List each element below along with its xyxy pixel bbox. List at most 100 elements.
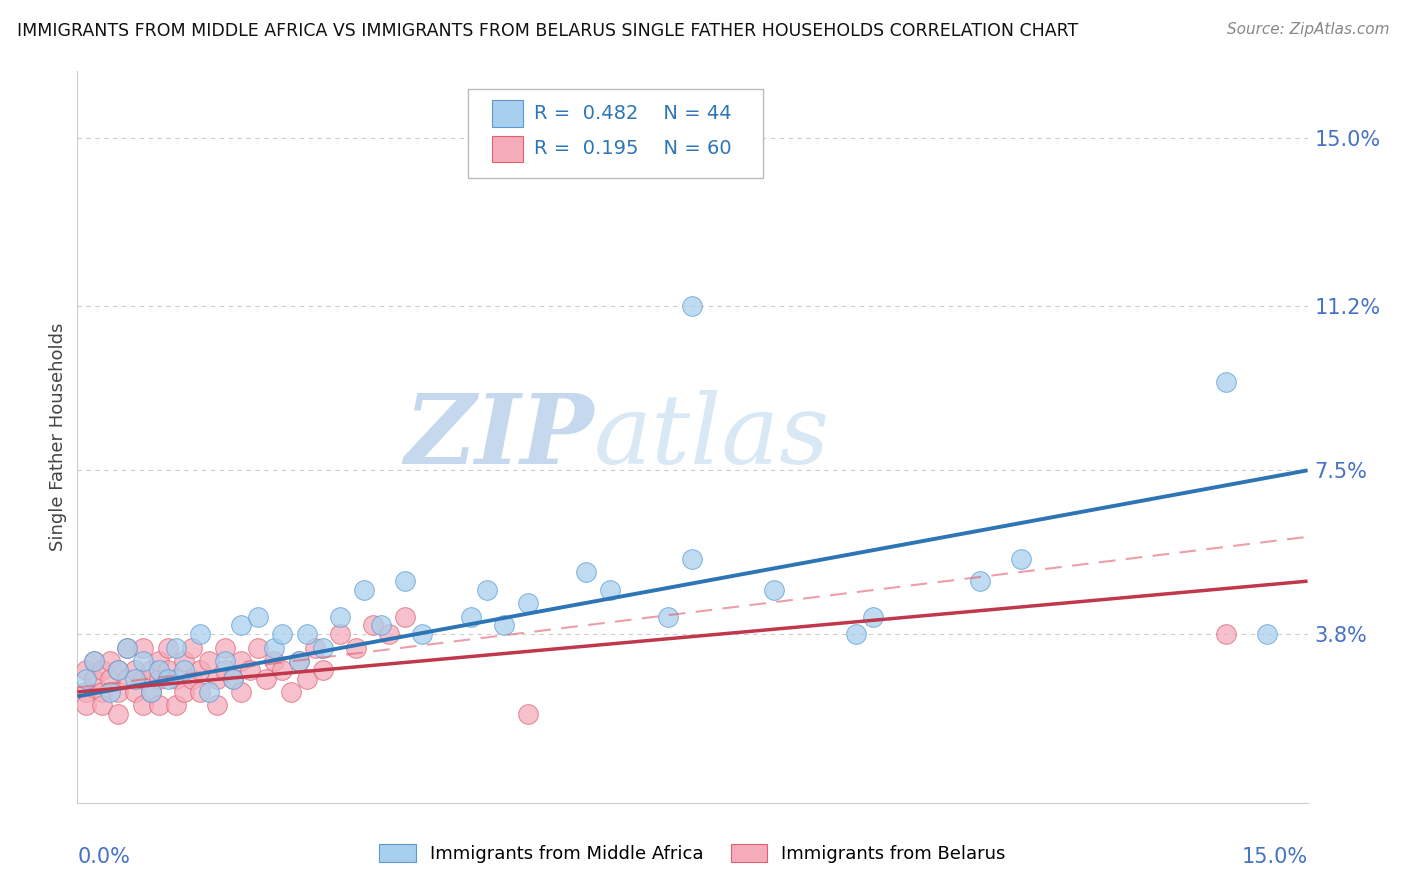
Point bbox=[378, 627, 401, 641]
Point bbox=[197, 685, 219, 699]
Point bbox=[394, 609, 416, 624]
Point bbox=[188, 685, 212, 699]
Point bbox=[231, 654, 253, 668]
Point bbox=[394, 574, 416, 589]
Point bbox=[271, 627, 294, 641]
Point bbox=[148, 672, 170, 686]
Point bbox=[682, 299, 704, 313]
Point bbox=[231, 685, 253, 699]
Point bbox=[254, 672, 277, 686]
Text: 0.0%: 0.0% bbox=[77, 847, 131, 867]
Point bbox=[1215, 375, 1237, 389]
Point bbox=[353, 582, 375, 597]
Point bbox=[83, 672, 105, 686]
Point bbox=[263, 654, 285, 668]
Text: Source: ZipAtlas.com: Source: ZipAtlas.com bbox=[1226, 22, 1389, 37]
Text: Single Father Households: Single Father Households bbox=[49, 323, 67, 551]
Point bbox=[124, 685, 146, 699]
Point bbox=[329, 609, 352, 624]
Text: IMMIGRANTS FROM MIDDLE AFRICA VS IMMIGRANTS FROM BELARUS SINGLE FATHER HOUSEHOLD: IMMIGRANTS FROM MIDDLE AFRICA VS IMMIGRA… bbox=[17, 22, 1078, 40]
Point bbox=[231, 618, 253, 632]
Point bbox=[165, 640, 187, 655]
Point bbox=[156, 640, 179, 655]
Point bbox=[197, 654, 219, 668]
Point bbox=[75, 672, 97, 686]
Point bbox=[682, 552, 704, 566]
Point bbox=[222, 672, 245, 686]
Point bbox=[75, 698, 97, 713]
Point bbox=[141, 663, 163, 677]
Point bbox=[599, 582, 621, 597]
Text: atlas: atlas bbox=[595, 390, 830, 484]
Point bbox=[83, 654, 105, 668]
Legend: Immigrants from Middle Africa, Immigrants from Belarus: Immigrants from Middle Africa, Immigrant… bbox=[380, 844, 1005, 863]
Point bbox=[239, 663, 262, 677]
Point bbox=[188, 627, 212, 641]
Point bbox=[124, 672, 146, 686]
Point bbox=[173, 654, 195, 668]
Point bbox=[98, 685, 121, 699]
Point bbox=[165, 672, 187, 686]
Point bbox=[98, 672, 121, 686]
Point bbox=[329, 627, 352, 641]
Point bbox=[295, 672, 318, 686]
Point bbox=[263, 640, 285, 655]
Point bbox=[969, 574, 991, 589]
Point bbox=[1010, 552, 1032, 566]
Point bbox=[517, 707, 540, 722]
Point bbox=[280, 685, 302, 699]
Point bbox=[188, 663, 212, 677]
Point bbox=[344, 640, 367, 655]
Point bbox=[295, 627, 318, 641]
Point bbox=[214, 663, 236, 677]
Point bbox=[205, 698, 228, 713]
Point bbox=[107, 663, 129, 677]
Point bbox=[148, 654, 170, 668]
Point bbox=[575, 566, 598, 580]
Point bbox=[763, 582, 786, 597]
Point bbox=[132, 672, 155, 686]
Point bbox=[98, 654, 121, 668]
Point bbox=[214, 654, 236, 668]
Point bbox=[75, 685, 97, 699]
Point bbox=[492, 618, 515, 632]
Point bbox=[657, 609, 679, 624]
Point bbox=[107, 663, 129, 677]
Point bbox=[205, 672, 228, 686]
Point bbox=[304, 640, 326, 655]
Point bbox=[90, 685, 114, 699]
Point bbox=[148, 663, 170, 677]
Text: ZIP: ZIP bbox=[405, 390, 595, 484]
Point bbox=[361, 618, 384, 632]
Point bbox=[83, 654, 105, 668]
Point bbox=[115, 640, 138, 655]
Point bbox=[141, 685, 163, 699]
Point bbox=[90, 663, 114, 677]
Point bbox=[222, 672, 245, 686]
Point bbox=[141, 685, 163, 699]
Point bbox=[173, 663, 195, 677]
Point bbox=[181, 640, 204, 655]
Text: R =  0.482    N = 44: R = 0.482 N = 44 bbox=[534, 103, 733, 123]
Point bbox=[460, 609, 482, 624]
Point bbox=[107, 685, 129, 699]
Point bbox=[1256, 627, 1278, 641]
Point bbox=[370, 618, 392, 632]
Point bbox=[312, 663, 335, 677]
Point bbox=[107, 707, 129, 722]
Point bbox=[517, 596, 540, 610]
Point bbox=[90, 698, 114, 713]
Point bbox=[115, 672, 138, 686]
Point bbox=[173, 685, 195, 699]
Point bbox=[312, 640, 335, 655]
Point bbox=[165, 698, 187, 713]
Point bbox=[132, 698, 155, 713]
Point bbox=[862, 609, 884, 624]
Point bbox=[477, 582, 499, 597]
Point bbox=[124, 663, 146, 677]
Point bbox=[1215, 627, 1237, 641]
Point bbox=[156, 672, 179, 686]
Point bbox=[288, 654, 311, 668]
Point bbox=[845, 627, 868, 641]
Point bbox=[115, 640, 138, 655]
